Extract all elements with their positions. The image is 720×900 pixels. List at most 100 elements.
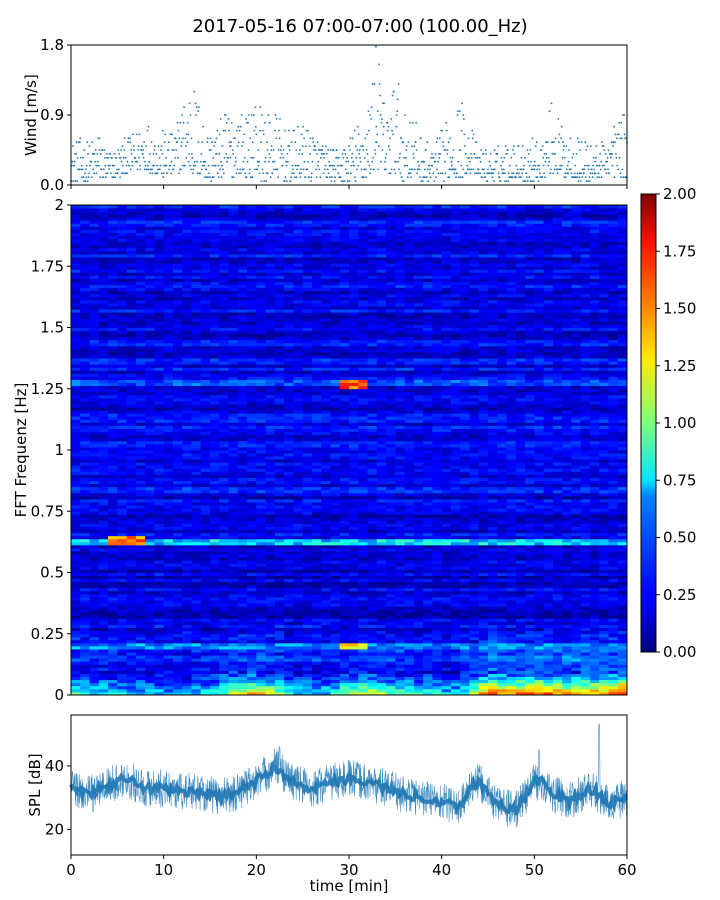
spectrogram-cell xyxy=(210,456,220,460)
spectrogram-cell xyxy=(191,563,202,567)
wind-point xyxy=(538,164,540,167)
wind-point xyxy=(377,145,380,148)
spectrogram-cell xyxy=(256,232,266,237)
spectrogram-cell xyxy=(108,563,118,567)
wind-point xyxy=(276,168,279,171)
spectrogram-cell xyxy=(126,523,137,527)
spectrogram-cell xyxy=(265,682,276,687)
wind-point xyxy=(188,153,191,155)
wind-point xyxy=(208,172,211,175)
spectrogram-cell xyxy=(154,572,165,576)
spectrogram-cell xyxy=(265,468,276,472)
spectrogram-cell xyxy=(200,299,211,304)
wind-point xyxy=(321,145,324,148)
spectrogram-cell xyxy=(182,367,192,371)
spectrogram-cell xyxy=(172,419,183,423)
spectrogram-cell xyxy=(219,336,229,341)
wind-point xyxy=(399,172,402,175)
spectrogram-cell xyxy=(172,263,183,267)
spectrogram-cell xyxy=(237,691,248,696)
spectrogram-cell xyxy=(182,642,192,647)
spectrogram-cell xyxy=(98,624,109,629)
wind-point xyxy=(543,153,546,155)
spectrogram-cell xyxy=(237,431,248,436)
spectrogram-cell xyxy=(265,315,276,319)
spectrogram-cell xyxy=(117,397,127,402)
spectrogram-cell xyxy=(265,600,276,604)
wind-point xyxy=(125,164,128,167)
spectrogram-cell xyxy=(89,385,100,390)
spectrogram-cell xyxy=(89,358,100,362)
spectrogram-cell xyxy=(89,655,100,659)
spectrogram-cell xyxy=(274,499,285,503)
spectrogram-cell xyxy=(256,229,266,233)
spectrogram-cell xyxy=(80,587,90,592)
spectrogram-cell xyxy=(182,581,192,586)
spectrogram-cell xyxy=(219,217,229,221)
spectrogram-cell xyxy=(265,339,276,344)
spectrogram-cell xyxy=(265,554,276,558)
spectrogram-cell xyxy=(274,336,285,341)
spectrogram-cell xyxy=(80,250,90,255)
wind-point xyxy=(359,156,361,159)
wind-point xyxy=(581,176,583,179)
spectrogram-cell xyxy=(80,612,90,616)
wind-point xyxy=(561,156,564,159)
spectrogram-cell xyxy=(237,679,248,684)
wind-point xyxy=(337,164,339,167)
spectrogram-cell xyxy=(200,437,211,442)
spectrogram-cell xyxy=(117,223,127,227)
spectrogram-cell xyxy=(210,685,220,690)
spectrogram-cell xyxy=(191,348,202,353)
spectrogram-cell xyxy=(172,450,183,454)
spectrogram-cell xyxy=(182,284,192,289)
spectrogram-cell xyxy=(247,364,257,368)
spectrogram-cell xyxy=(135,450,146,454)
spectrogram-cell xyxy=(108,667,118,671)
spectrogram-cell xyxy=(80,434,90,439)
spectrogram-cell xyxy=(219,483,229,488)
spectrogram-cell xyxy=(200,566,211,570)
wind-point xyxy=(368,129,370,132)
spectrogram-cell xyxy=(135,584,146,589)
spectrogram-cell xyxy=(163,373,174,377)
spectrogram-cell xyxy=(71,306,81,310)
spectrogram-cell xyxy=(80,296,90,301)
spectrogram-cell xyxy=(89,339,100,344)
spectrogram-cell xyxy=(89,336,100,341)
spectrogram-cell xyxy=(80,321,90,325)
wind-point xyxy=(554,137,557,140)
spectrogram-cell xyxy=(210,315,220,319)
spectrogram-cell xyxy=(256,551,266,555)
spectrogram-cell xyxy=(182,339,192,344)
wind-point xyxy=(286,153,289,155)
wind-point xyxy=(584,176,587,179)
spectrogram-cell xyxy=(126,502,137,506)
spectrogram-cell xyxy=(89,364,100,368)
spectrogram-cell xyxy=(247,416,257,420)
spectrogram-cell xyxy=(154,646,165,650)
spectrogram-cell xyxy=(145,226,155,230)
spectrogram-cell xyxy=(154,652,165,656)
spectrogram-cell xyxy=(265,566,276,570)
spectrogram-cell xyxy=(182,664,192,668)
spectrogram-cell xyxy=(256,358,266,362)
spectrogram-cell xyxy=(237,548,248,552)
spectrogram-cell xyxy=(237,241,248,246)
spectrogram-cell xyxy=(256,465,266,469)
spectrogram-cell xyxy=(80,428,90,433)
spectrogram-cell xyxy=(237,321,248,325)
spectrogram-cell xyxy=(108,462,118,466)
spectrogram-cell xyxy=(256,495,266,500)
spectrogram-cell xyxy=(145,419,155,423)
spectrogram-cell xyxy=(191,517,202,521)
wind-point xyxy=(541,176,544,179)
spectrogram-cell xyxy=(182,303,192,307)
spectrogram-cell xyxy=(80,541,90,546)
wind-point xyxy=(584,141,587,144)
wind-point xyxy=(187,133,190,136)
spectrogram-cell xyxy=(98,511,109,515)
spectrogram-cell xyxy=(71,584,81,589)
spectrogram-cell xyxy=(256,655,266,659)
wind-point xyxy=(196,172,199,175)
